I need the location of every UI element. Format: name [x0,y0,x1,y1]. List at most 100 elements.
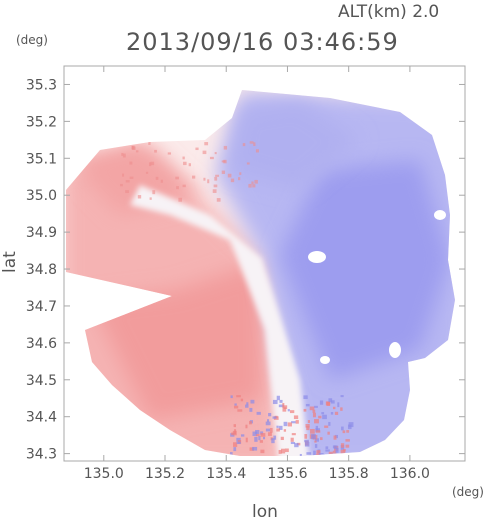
x-unit-label: (deg) [452,485,484,499]
speckle-cell [263,436,266,440]
speckle-cell [318,453,324,456]
speckle-cell [212,189,217,193]
x-tick-label: 135.0 [84,466,124,482]
speckle-cell [131,145,135,150]
speckle-cell [342,448,346,452]
speckle-cell [122,153,126,158]
speckle-cell [305,424,310,428]
speckle-cell [260,449,265,454]
data-gap [320,356,330,364]
y-axis-label: lat [0,251,20,273]
speckle-cell [332,450,337,454]
speckle-cell [303,395,308,400]
speckle-cell [340,407,343,411]
speckle-cell [337,453,343,456]
speckle-cell [299,453,302,456]
speckle-cell [242,143,246,147]
y-tick-label: 35.0 [26,188,57,204]
speckle-cell [314,440,317,443]
speckle-cell [269,427,273,433]
speckle-cell [233,424,236,428]
speckle-cell [209,156,214,160]
x-tick-label: 136.0 [390,466,430,482]
speckle-cell [287,422,292,427]
speckle-cell [246,402,249,406]
speckle-cell [152,190,156,195]
speckle-cell [237,409,243,412]
speckle-cell [121,152,124,156]
y-tick-label: 34.6 [26,336,57,352]
speckle-cell [318,415,322,419]
speckle-cell [268,412,272,417]
speckle-cell [341,426,344,431]
speckle-cell [223,159,227,164]
speckle-cell [188,163,191,167]
speckle-cell [304,441,310,447]
speckle-cell [252,184,256,188]
speckle-cell [252,446,258,451]
speckle-cell [296,442,301,446]
speckle-cell [332,406,336,410]
speckle-cell [340,449,346,455]
x-axis: 135.0 135.2 135.4 135.6 135.8 136.0 [84,66,430,482]
speckle-cell [246,162,250,165]
speckle-cell [333,457,337,460]
speckle-cell [294,443,299,448]
speckle-cell [249,407,253,412]
speckle-cell [145,171,149,174]
speckle-cell [307,420,310,423]
speckle-cell [322,414,327,420]
speckle-cell [154,149,157,153]
speckle-cell [321,412,325,415]
y-tick-label: 34.7 [26,299,57,315]
speckle-cell [334,411,339,415]
speckle-cell [328,451,333,456]
speckle-cell [252,431,258,436]
y-tick-label: 34.3 [26,447,57,463]
speckle-cell [214,176,218,181]
speckle-cell [325,446,329,449]
speckle-cell [230,178,235,183]
speckle-cell [233,442,238,447]
speckle-cell [342,430,346,434]
speckle-cell [314,455,319,456]
speckle-cell [258,435,261,441]
speckle-cell [309,406,315,411]
speckle-cell [249,141,254,144]
speckle-cell [304,434,308,439]
speckle-cell [245,404,249,408]
speckle-cell [291,433,296,436]
speckle-cell [306,426,310,431]
speckle-cell [148,141,151,145]
speckle-cell [135,150,139,153]
speckle-cell [207,179,210,184]
speckle-cell [248,421,252,425]
x-tick-label: 135.4 [206,466,246,482]
speckle-cell [260,433,266,437]
speckle-cell [276,425,279,428]
speckle-cell [315,430,321,433]
speckle-cell [328,421,331,426]
speckle-cell [276,395,280,401]
x-tick-label: 135.2 [145,466,185,482]
speckle-cell [255,429,260,435]
speckle-cell [195,147,199,151]
speckle-cell [267,456,271,461]
speckle-cell [315,428,320,432]
speckle-cell [260,431,264,435]
speckle-cell [191,175,196,179]
speckle-cell [183,161,187,166]
speckle-cell [327,431,330,435]
velocity-echo-field [66,90,455,461]
speckle-cell [125,190,129,194]
speckle-cell [326,401,331,406]
data-gap [389,342,401,358]
speckle-cell [182,156,185,160]
speckle-cell [150,161,155,166]
speckle-cell [314,438,319,442]
speckle-cell [251,181,254,185]
speckle-cell [340,443,345,448]
plot-frame [63,65,466,462]
speckle-cell [239,172,242,175]
speckle-cell [330,400,335,404]
